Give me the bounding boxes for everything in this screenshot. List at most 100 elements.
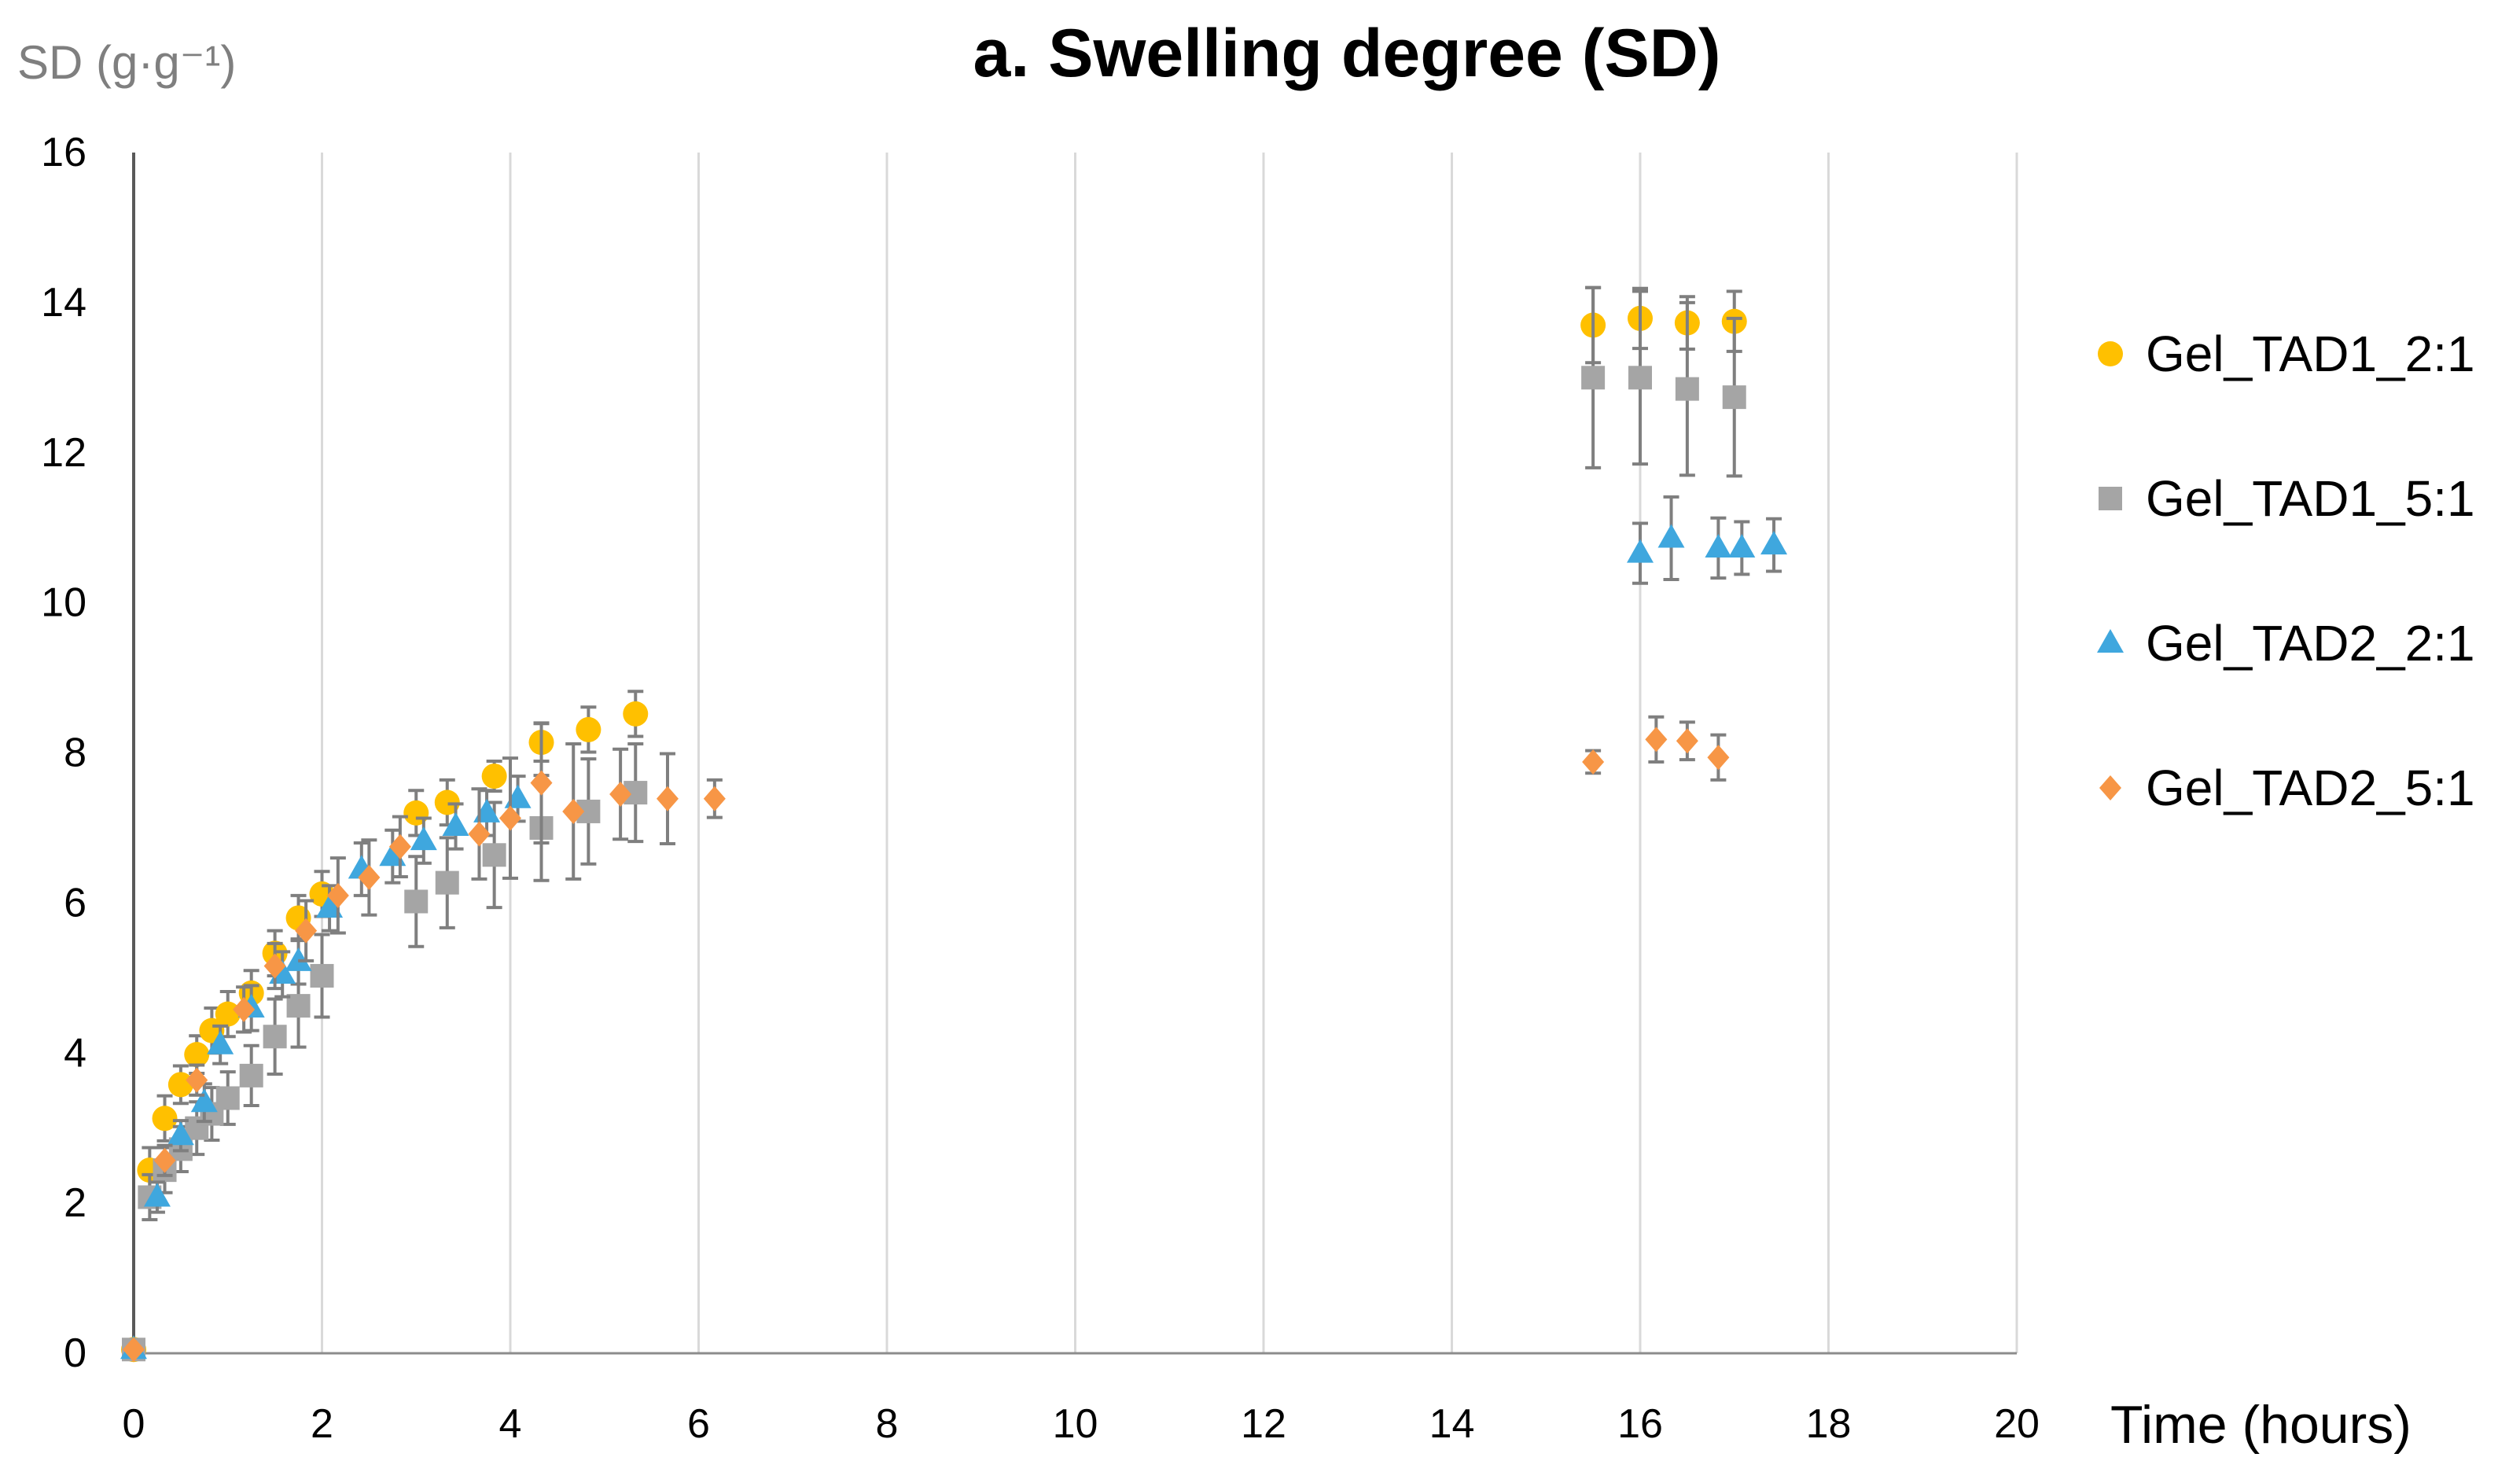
x-tick-label: 14 xyxy=(1429,1401,1475,1447)
legend-square-icon xyxy=(2099,487,2122,510)
data-point-gel-tad1-2-1 xyxy=(167,1072,193,1098)
data-point-gel-tad2-2-1 xyxy=(285,947,312,971)
data-point-gel-tad2-5-1 xyxy=(499,805,521,831)
data-point-gel-tad1-5-1 xyxy=(263,1025,287,1049)
data-point-gel-tad2-5-1 xyxy=(1707,745,1730,771)
x-tick-labels: 0 2 4 6 8 10 12 14 16 18 20 xyxy=(123,1401,2040,1447)
data-point-gel-tad2-5-1 xyxy=(153,1147,176,1173)
legend-label: Gel_TAD2_2:1 xyxy=(2146,615,2475,672)
data-point-gel-tad1-5-1 xyxy=(215,1086,240,1110)
legend-label: Gel_TAD1_5:1 xyxy=(2146,470,2475,527)
data-point-gel-tad2-2-1 xyxy=(442,812,469,837)
data-point-gel-tad2-5-1 xyxy=(656,786,679,811)
y-tick-label: 10 xyxy=(41,580,86,626)
y-axis-label: SD (g·g⁻¹) xyxy=(17,36,236,89)
data-point-gel-tad2-5-1 xyxy=(703,786,726,811)
legend-circle-icon xyxy=(2098,341,2123,366)
x-tick-label: 0 xyxy=(123,1401,145,1447)
y-tick-labels: 0 2 4 6 8 10 12 14 16 xyxy=(41,130,86,1376)
data-point-gel-tad2-2-1 xyxy=(1657,524,1685,548)
data-point-gel-tad1-5-1 xyxy=(1722,385,1746,410)
data-point-gel-tad2-2-1 xyxy=(207,1030,234,1054)
data-point-gel-tad2-5-1 xyxy=(233,996,256,1022)
x-tick-label: 16 xyxy=(1617,1401,1663,1447)
y-tick-label: 8 xyxy=(64,730,86,776)
legend-marker-triangle-icon xyxy=(2097,629,2124,653)
data-point-gel-tad2-2-1 xyxy=(190,1088,218,1113)
x-tick-label: 10 xyxy=(1053,1401,1098,1447)
data-point-gel-tad1-5-1 xyxy=(1581,366,1606,390)
legend-marker-circle-icon xyxy=(2098,341,2123,366)
x-tick-label: 18 xyxy=(1806,1401,1852,1447)
legend-diamond-icon xyxy=(2099,775,2121,800)
legend-marker-square-icon xyxy=(2099,487,2122,510)
data-point-gel-tad1-5-1 xyxy=(1628,366,1652,390)
data-point-gel-tad2-5-1 xyxy=(1676,728,1698,754)
data-point-gel-tad2-5-1 xyxy=(358,864,381,890)
data-point-gel-tad2-5-1 xyxy=(609,781,632,807)
series-gel-tad2-5-1 xyxy=(123,715,1730,1363)
data-point-gel-tad1-2-1 xyxy=(215,1001,241,1027)
data-point-gel-tad2-5-1 xyxy=(263,953,286,979)
data-point-gel-tad2-5-1 xyxy=(326,882,349,908)
y-tick-label: 2 xyxy=(64,1180,86,1226)
x-tick-label: 8 xyxy=(876,1401,899,1447)
legend-entry-gel-tad2-5-1: Gel_TAD2_5:1 xyxy=(2099,760,2475,816)
data-point-gel-tad1-5-1 xyxy=(286,994,311,1018)
data-point-gel-tad1-2-1 xyxy=(434,789,460,815)
data-point-gel-tad1-5-1 xyxy=(1675,377,1699,401)
series-gel-tad2-2-1 xyxy=(120,495,1788,1360)
data-point-gel-tad2-2-1 xyxy=(1705,533,1732,558)
x-tick-label: 2 xyxy=(311,1401,333,1447)
data-point-gel-tad1-2-1 xyxy=(184,1042,210,1068)
y-tick-label: 12 xyxy=(41,430,86,476)
data-point-gel-tad2-5-1 xyxy=(123,1337,145,1363)
data-point-gel-tad2-2-1 xyxy=(167,1121,194,1146)
data-point-gel-tad2-2-1 xyxy=(1760,531,1788,555)
legend-marker-diamond-icon xyxy=(2099,775,2121,800)
legend-entry-gel-tad1-2-1: Gel_TAD1_2:1 xyxy=(2098,326,2475,382)
data-point-gel-tad2-5-1 xyxy=(295,918,318,944)
data-point-gel-tad1-5-1 xyxy=(482,843,506,867)
legend-triangle-icon xyxy=(2097,629,2124,653)
data-point-gel-tad2-5-1 xyxy=(186,1067,208,1093)
legend-label: Gel_TAD2_5:1 xyxy=(2146,760,2475,816)
data-point-gel-tad2-5-1 xyxy=(1582,749,1605,775)
y-tick-label: 0 xyxy=(64,1330,86,1376)
series-gel-tad1-5-1 xyxy=(122,285,1746,1362)
y-tick-label: 4 xyxy=(64,1030,86,1076)
x-tick-label: 20 xyxy=(1994,1401,2040,1447)
x-axis-label: Time (hours) xyxy=(2110,1395,2411,1455)
x-tick-label: 4 xyxy=(499,1401,522,1447)
data-point-gel-tad2-5-1 xyxy=(530,770,553,796)
series-gel-tad1-2-1 xyxy=(121,285,1747,1363)
data-point-gel-tad2-2-1 xyxy=(410,826,437,851)
y-tick-label: 6 xyxy=(64,880,86,926)
data-point-gel-tad2-5-1 xyxy=(562,798,585,824)
data-point-gel-tad2-2-1 xyxy=(316,894,344,918)
data-point-gel-tad1-5-1 xyxy=(435,870,459,895)
data-point-gel-tad2-2-1 xyxy=(143,1183,171,1207)
legend: Gel_TAD1_2:1 Gel_TAD1_5:1 Gel_TAD2_2:1 G… xyxy=(2097,326,2475,816)
data-point-gel-tad2-5-1 xyxy=(388,834,411,859)
x-tick-label: 6 xyxy=(687,1401,710,1447)
data-point-gel-tad1-2-1 xyxy=(152,1106,178,1132)
data-point-gel-tad1-5-1 xyxy=(310,963,334,988)
axes xyxy=(132,153,2017,1355)
legend-entry-gel-tad1-5-1: Gel_TAD1_5:1 xyxy=(2099,470,2475,527)
data-point-gel-tad1-2-1 xyxy=(623,701,649,727)
data-series xyxy=(120,285,1788,1363)
data-point-gel-tad1-2-1 xyxy=(481,764,507,789)
data-point-gel-tad2-2-1 xyxy=(1728,533,1756,558)
data-point-gel-tad2-5-1 xyxy=(1645,727,1668,753)
legend-entry-gel-tad2-2-1: Gel_TAD2_2:1 xyxy=(2097,615,2475,672)
y-tick-label: 16 xyxy=(41,130,86,175)
data-point-gel-tad1-5-1 xyxy=(404,889,429,914)
data-point-gel-tad1-5-1 xyxy=(239,1063,263,1087)
gridlines xyxy=(321,153,2018,1353)
legend-label: Gel_TAD1_2:1 xyxy=(2146,326,2475,382)
chart-title: a. Swelling degree (SD) xyxy=(973,16,1721,91)
data-point-gel-tad2-2-1 xyxy=(1627,539,1654,563)
data-point-gel-tad1-2-1 xyxy=(576,716,601,742)
